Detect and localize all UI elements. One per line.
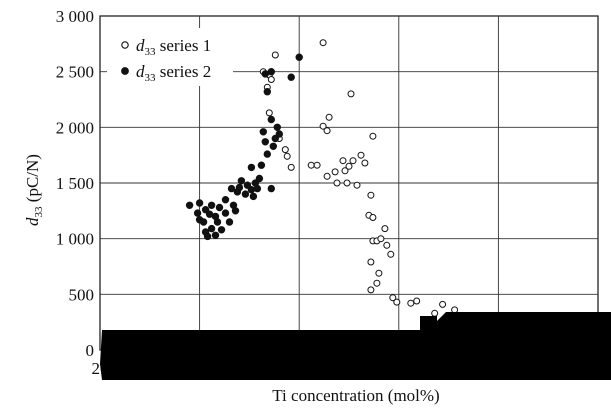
y-tick-label: 1 000 <box>56 230 94 249</box>
data-point-series-1 <box>313 161 321 169</box>
data-point-series-1 <box>367 191 375 199</box>
data-point-series-2 <box>249 192 258 201</box>
data-point-series-2 <box>213 218 222 226</box>
data-point-series-1 <box>383 241 391 249</box>
data-point-series-1 <box>377 235 385 243</box>
data-point-series-1 <box>353 181 361 189</box>
data-point-series-1 <box>361 159 369 167</box>
data-point-series-1 <box>407 299 415 307</box>
data-point-series-1 <box>347 90 355 98</box>
x-axis-title: Ti concentration (mol%) <box>272 386 439 405</box>
legend-label-series-1: d33 series 1 <box>136 36 211 58</box>
y-tick-label: 2 500 <box>56 63 94 82</box>
data-point-series-1 <box>339 157 347 165</box>
y-tick-label: 1 500 <box>56 174 94 193</box>
data-point-series-1 <box>393 298 401 306</box>
data-point-series-1 <box>349 157 357 165</box>
data-point-series-2 <box>247 185 256 194</box>
legend-marker-series-1 <box>121 41 129 49</box>
data-point-series-2 <box>193 209 202 217</box>
data-point-series-1 <box>287 163 295 171</box>
data-point-series-1 <box>357 151 365 159</box>
scan-artifact <box>100 312 611 380</box>
y-tick-label: 0 <box>86 341 95 360</box>
data-point-series-2 <box>207 224 216 233</box>
data-point-series-1 <box>369 214 377 221</box>
data-point-series-2 <box>263 150 271 158</box>
data-point-series-2 <box>255 174 264 183</box>
data-point-series-1 <box>319 122 327 130</box>
y-tick-label: 3 000 <box>56 7 94 26</box>
data-point-series-2 <box>215 203 224 212</box>
data-point-series-1 <box>431 309 439 317</box>
y-tick-label: 500 <box>69 285 95 304</box>
data-point-series-1 <box>387 250 395 258</box>
data-point-series-1 <box>307 161 315 169</box>
data-point-series-2 <box>227 184 236 193</box>
data-point-series-2 <box>261 138 269 146</box>
data-point-series-1 <box>369 132 377 140</box>
legend-marker-series-2 <box>121 67 129 75</box>
data-point-series-2 <box>267 184 275 193</box>
legend-label-series-2: d33 series 2 <box>136 62 211 84</box>
data-point-series-2 <box>253 184 262 193</box>
data-point-series-1 <box>325 113 333 121</box>
data-point-series-1 <box>331 168 339 176</box>
data-point-series-2 <box>221 209 230 217</box>
data-point-series-2 <box>203 232 212 241</box>
y-tick-label: 2 000 <box>56 118 94 137</box>
data-point-series-2 <box>267 115 275 124</box>
data-point-series-2 <box>275 130 283 138</box>
data-point-series-2 <box>295 53 303 61</box>
data-point-series-2 <box>185 201 194 209</box>
data-point-series-2 <box>237 177 246 185</box>
data-point-series-1 <box>367 258 375 266</box>
data-point-series-1 <box>283 152 291 160</box>
data-point-series-1 <box>323 127 331 135</box>
data-point-series-2 <box>211 231 220 239</box>
legend: d33 series 1 d33 series 2 <box>107 28 233 86</box>
data-point-series-2 <box>267 67 275 76</box>
data-point-series-2 <box>235 183 244 192</box>
data-point-series-2 <box>263 87 271 96</box>
data-point-series-2 <box>199 218 208 226</box>
data-point-series-1 <box>281 146 289 154</box>
data-point-series-1 <box>343 179 351 187</box>
data-point-series-1 <box>389 294 397 302</box>
y-axis-title: d33 (pC/N) <box>23 154 45 226</box>
data-point-series-2 <box>241 190 250 198</box>
data-point-series-2 <box>225 218 234 226</box>
data-point-series-2 <box>231 207 240 215</box>
data-points <box>185 39 459 317</box>
data-point-series-1 <box>345 162 353 170</box>
data-point-series-2 <box>259 128 267 136</box>
data-point-series-2 <box>273 123 281 131</box>
data-point-series-1 <box>323 172 331 180</box>
data-point-series-1 <box>381 225 389 233</box>
data-point-series-1 <box>271 51 279 59</box>
data-point-series-1 <box>267 76 275 83</box>
data-point-series-1 <box>265 109 273 117</box>
data-point-series-2 <box>257 161 266 169</box>
data-point-series-1 <box>373 279 381 287</box>
data-point-series-2 <box>221 195 230 204</box>
data-point-series-1 <box>413 297 421 305</box>
data-point-series-1 <box>319 39 327 47</box>
data-point-series-2 <box>207 201 216 209</box>
data-point-series-2 <box>287 73 295 81</box>
data-point-series-2 <box>269 142 277 150</box>
data-point-series-2 <box>195 199 204 207</box>
data-point-series-1 <box>341 167 349 175</box>
data-point-series-2 <box>217 226 226 234</box>
data-point-series-1 <box>375 269 383 277</box>
data-point-series-1 <box>439 300 447 308</box>
legend-box <box>107 28 233 86</box>
data-point-series-2 <box>247 163 256 172</box>
grid-lines <box>100 16 598 350</box>
data-point-series-1 <box>367 286 375 294</box>
data-point-series-1 <box>333 179 341 187</box>
